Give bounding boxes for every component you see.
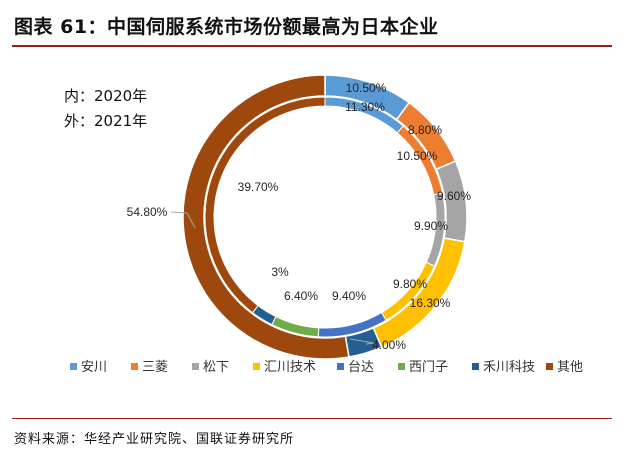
data-label-inner-7: 39.70%	[238, 180, 279, 194]
leader-line-0	[170, 211, 196, 229]
source-note: 资料来源：华经产业研究院、国联证券研究所	[14, 432, 295, 447]
donut-chart: 11.30% 10.50% 9.90% 9.80% 9.40% 6.40% 3% 39.70%…	[64, 74, 583, 375]
legend-swatch-5	[398, 363, 405, 370]
legend-swatch-6	[472, 363, 479, 370]
legend-item-3: 汇川技术	[253, 360, 316, 375]
data-labels: 11.30% 10.50% 9.90% 9.80% 9.40% 6.40% 3% 39.70%…	[127, 81, 472, 352]
legend-item-2: 松下	[192, 360, 229, 375]
data-label-outer-7: 54.80%	[127, 205, 168, 219]
legend-label-5: 西门子	[409, 360, 448, 375]
footer-divider	[12, 418, 612, 419]
data-label-outer-0: 10.50%	[346, 81, 387, 95]
legend-item-6: 禾川科技	[472, 360, 535, 375]
slice-outer-3	[372, 237, 466, 349]
legend-label-1: 三菱	[142, 360, 168, 375]
data-label-outer-2: 9.60%	[437, 189, 471, 203]
legend-label-6: 禾川科技	[483, 360, 535, 375]
data-label-outer-3: 16.30%	[410, 296, 451, 310]
legend-label-2: 松下	[203, 360, 229, 375]
legend: 安川 三菱 松下 汇川技术 台达 西门子 禾川科技 其他	[70, 360, 583, 375]
data-label-inner-2: 9.90%	[414, 219, 448, 233]
data-label-outer-1: 8.80%	[408, 123, 442, 137]
legend-item-0: 安川	[70, 360, 107, 375]
legend-swatch-4	[337, 363, 344, 370]
legend-swatch-7	[546, 363, 553, 370]
legend-label-7: 其他	[557, 360, 583, 375]
data-label-outer-6: 4.00%	[372, 338, 406, 352]
data-label-inner-6: 3%	[271, 265, 289, 279]
legend-item-4: 台达	[337, 360, 374, 375]
donut-rings	[182, 74, 468, 360]
legend-label-4: 台达	[348, 360, 374, 375]
data-label-inner-3: 9.80%	[393, 277, 427, 291]
legend-swatch-2	[192, 363, 199, 370]
data-label-inner-0: 11.30%	[345, 100, 385, 114]
annotation-inner: 内：2020年	[64, 87, 147, 105]
chart-title: 图表 61：中国伺服系统市场份额最高为日本企业	[14, 16, 439, 38]
legend-item-7: 其他	[546, 360, 583, 375]
slice-inner-7	[204, 96, 326, 314]
leader-line-1	[349, 338, 375, 345]
legend-label-3: 汇川技术	[264, 360, 316, 375]
legend-swatch-3	[253, 363, 260, 370]
annotation-outer: 外：2021年	[64, 112, 147, 130]
legend-swatch-0	[70, 363, 77, 370]
data-label-inner-1: 10.50%	[397, 149, 438, 163]
legend-swatch-1	[131, 363, 138, 370]
legend-item-1: 三菱	[131, 360, 168, 375]
slice-outer-7	[182, 74, 350, 360]
title-divider	[12, 45, 612, 47]
legend-item-5: 西门子	[398, 360, 448, 375]
data-label-inner-5: 6.40%	[284, 289, 318, 303]
data-label-inner-4: 9.40%	[332, 289, 366, 303]
legend-label-0: 安川	[81, 360, 107, 375]
